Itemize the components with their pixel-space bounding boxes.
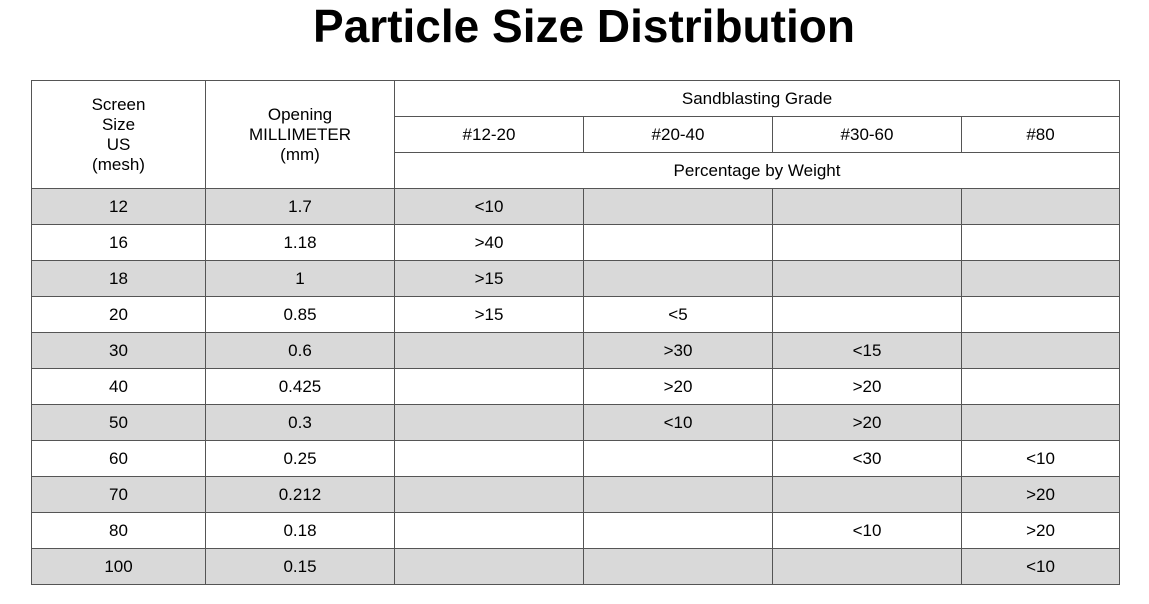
cell-grade-30-60 bbox=[772, 260, 962, 297]
cell-grade-12-20 bbox=[394, 368, 584, 405]
cell-grade-30-60: <15 bbox=[772, 332, 962, 369]
cell-grade-80: <10 bbox=[960, 548, 1121, 585]
opening-header-line: (mm) bbox=[280, 144, 320, 164]
table-header: Screen Size US (mesh) Opening MILLIMETER… bbox=[31, 80, 1121, 189]
cell-grade-12-20 bbox=[394, 404, 584, 441]
cell-grade-12-20: <10 bbox=[394, 188, 584, 225]
cell-grade-30-60: <30 bbox=[772, 440, 962, 477]
cell-grade-30-60: >20 bbox=[772, 404, 962, 441]
cell-grade-20-40 bbox=[583, 224, 773, 261]
cell-opening-mm: 1.18 bbox=[205, 224, 395, 261]
cell-grade-80 bbox=[960, 224, 1121, 261]
opening-header-line: MILLIMETER bbox=[248, 124, 352, 144]
screen-size-header-line: Size bbox=[101, 114, 136, 134]
table-body: 12 1.7 <10 16 1.18 >40 18 1 >15 20 0.85 >15 <5 30 0.6 >… bbox=[31, 188, 1121, 585]
table-row: 80 0.18 <10 >20 bbox=[31, 512, 1121, 549]
cell-opening-mm: 1 bbox=[205, 260, 395, 297]
cell-grade-30-60 bbox=[772, 476, 962, 513]
cell-screen-size: 80 bbox=[31, 512, 206, 549]
table-row: 12 1.7 <10 bbox=[31, 188, 1121, 225]
cell-grade-20-40 bbox=[583, 476, 773, 513]
table-row: 16 1.18 >40 bbox=[31, 224, 1121, 261]
cell-grade-80 bbox=[960, 368, 1121, 405]
cell-opening-mm: 0.25 bbox=[205, 440, 395, 477]
cell-grade-12-20 bbox=[394, 548, 584, 585]
cell-grade-80 bbox=[960, 296, 1121, 333]
cell-grade-12-20 bbox=[394, 332, 584, 369]
cell-screen-size: 20 bbox=[31, 296, 206, 333]
grade-header-80: #80 bbox=[960, 116, 1121, 153]
cell-grade-20-40: >30 bbox=[583, 332, 773, 369]
table-row: 20 0.85 >15 <5 bbox=[31, 296, 1121, 333]
cell-screen-size: 50 bbox=[31, 404, 206, 441]
table-row: 70 0.212 >20 bbox=[31, 476, 1121, 513]
percentage-by-weight-header: Percentage by Weight bbox=[393, 152, 1121, 189]
cell-screen-size: 70 bbox=[31, 476, 206, 513]
opening-header-line: Opening bbox=[267, 104, 333, 124]
screen-size-header-line: US bbox=[106, 134, 131, 154]
grade-header-20-40: #20-40 bbox=[583, 116, 773, 153]
cell-grade-20-40: <10 bbox=[583, 404, 773, 441]
table-row: 30 0.6 >30 <15 bbox=[31, 332, 1121, 369]
cell-grade-20-40 bbox=[583, 440, 773, 477]
cell-screen-size: 30 bbox=[31, 332, 206, 369]
cell-grade-20-40 bbox=[583, 260, 773, 297]
cell-grade-20-40: <5 bbox=[583, 296, 773, 333]
cell-grade-80 bbox=[960, 260, 1121, 297]
cell-grade-80 bbox=[960, 332, 1121, 369]
cell-opening-mm: 0.15 bbox=[205, 548, 395, 585]
cell-grade-12-20: >40 bbox=[394, 224, 584, 261]
cell-screen-size: 12 bbox=[31, 188, 206, 225]
cell-grade-12-20 bbox=[394, 440, 584, 477]
cell-screen-size: 40 bbox=[31, 368, 206, 405]
cell-grade-12-20: >15 bbox=[394, 260, 584, 297]
cell-grade-20-40 bbox=[583, 548, 773, 585]
cell-grade-30-60 bbox=[772, 224, 962, 261]
cell-screen-size: 18 bbox=[31, 260, 206, 297]
cell-grade-30-60 bbox=[772, 188, 962, 225]
screen-size-header-line: (mesh) bbox=[92, 154, 145, 174]
cell-grade-12-20: >15 bbox=[394, 296, 584, 333]
table-row: 50 0.3 <10 >20 bbox=[31, 404, 1121, 441]
cell-grade-20-40: >20 bbox=[583, 368, 773, 405]
page-title: Particle Size Distribution bbox=[313, 0, 855, 52]
cell-opening-mm: 0.18 bbox=[205, 512, 395, 549]
table-row: 60 0.25 <30 <10 bbox=[31, 440, 1121, 477]
cell-grade-30-60 bbox=[772, 548, 962, 585]
cell-screen-size: 16 bbox=[31, 224, 206, 261]
cell-opening-mm: 1.7 bbox=[205, 188, 395, 225]
cell-grade-30-60: >20 bbox=[772, 368, 962, 405]
cell-grade-80: <10 bbox=[960, 440, 1121, 477]
opening-header: Opening MILLIMETER (mm) bbox=[205, 80, 395, 189]
cell-opening-mm: 0.425 bbox=[205, 368, 395, 405]
cell-grade-80 bbox=[960, 188, 1121, 225]
grade-header-12-20: #12-20 bbox=[394, 116, 584, 153]
cell-opening-mm: 0.3 bbox=[205, 404, 395, 441]
cell-grade-80: >20 bbox=[960, 512, 1121, 549]
particle-size-table: Screen Size US (mesh) Opening MILLIMETER… bbox=[31, 80, 1121, 585]
cell-grade-12-20 bbox=[394, 512, 584, 549]
table-row: 100 0.15 <10 bbox=[31, 548, 1121, 585]
grade-header-30-60: #30-60 bbox=[772, 116, 962, 153]
screen-size-header: Screen Size US (mesh) bbox=[31, 80, 206, 189]
sandblasting-grade-header: Sandblasting Grade bbox=[393, 80, 1121, 117]
cell-opening-mm: 0.85 bbox=[205, 296, 395, 333]
cell-grade-80: >20 bbox=[960, 476, 1121, 513]
cell-grade-12-20 bbox=[394, 476, 584, 513]
cell-screen-size: 60 bbox=[31, 440, 206, 477]
cell-opening-mm: 0.6 bbox=[205, 332, 395, 369]
cell-grade-20-40 bbox=[583, 512, 773, 549]
table-row: 18 1 >15 bbox=[31, 260, 1121, 297]
cell-screen-size: 100 bbox=[31, 548, 206, 585]
screen-size-header-line: Screen bbox=[91, 94, 146, 114]
cell-opening-mm: 0.212 bbox=[205, 476, 395, 513]
cell-grade-30-60 bbox=[772, 296, 962, 333]
cell-grade-80 bbox=[960, 404, 1121, 441]
table-row: 40 0.425 >20 >20 bbox=[31, 368, 1121, 405]
cell-grade-20-40 bbox=[583, 188, 773, 225]
cell-grade-30-60: <10 bbox=[772, 512, 962, 549]
